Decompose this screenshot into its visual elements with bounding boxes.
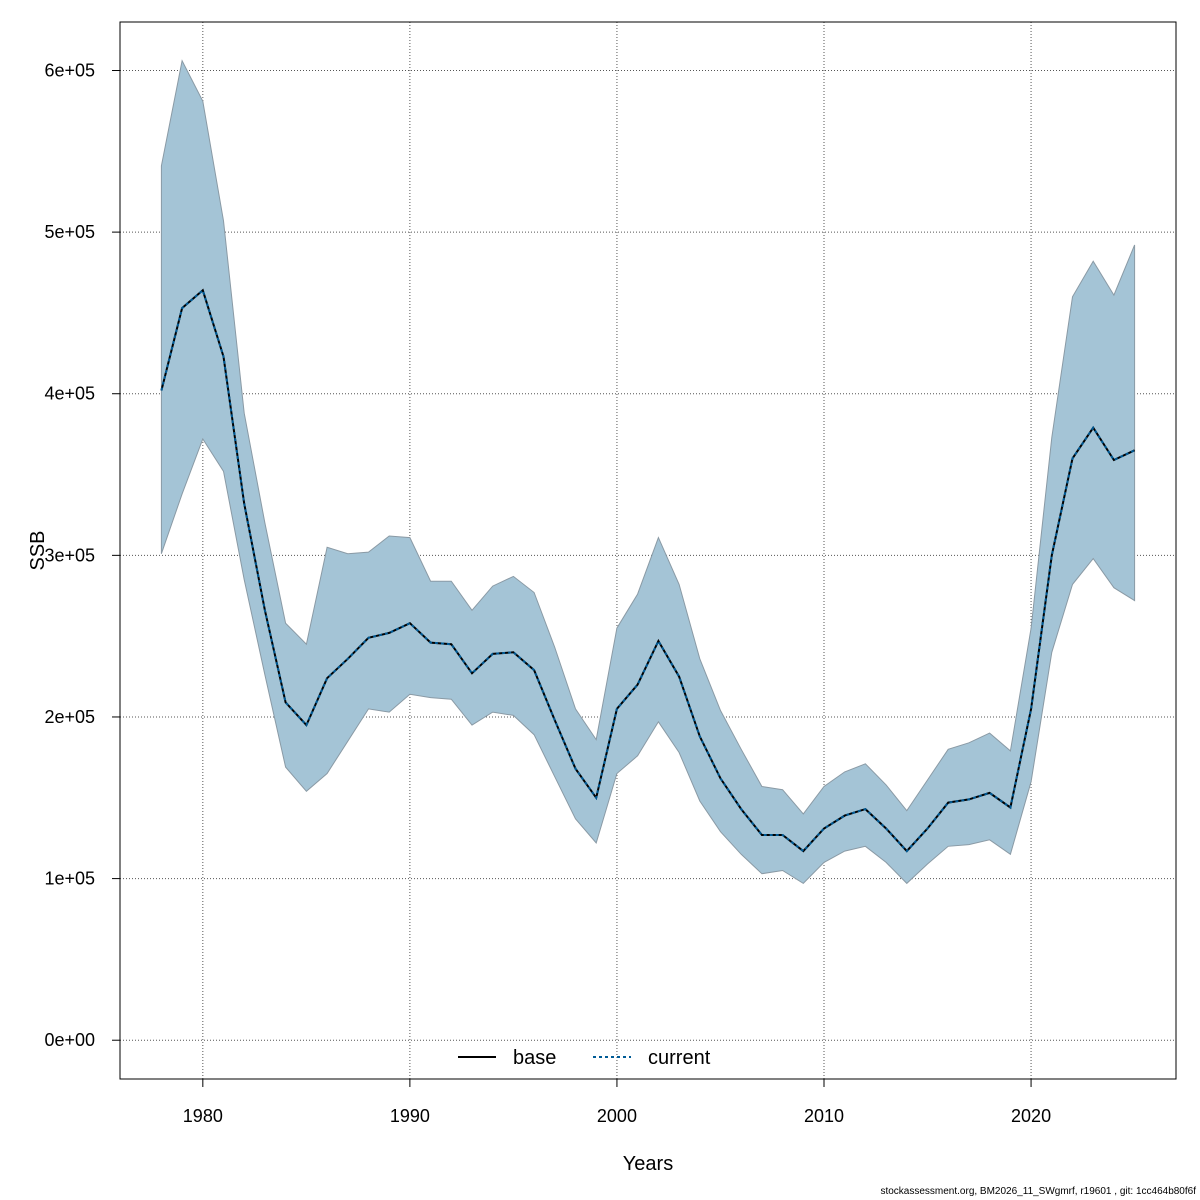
x-tick-label: 1980 [183, 1106, 223, 1126]
y-tick-label: 4e+05 [44, 384, 95, 404]
y-tick-label: 2e+05 [44, 707, 95, 727]
x-tick-label: 2020 [1011, 1106, 1051, 1126]
grid-lines [120, 22, 1176, 1079]
legend-label-base: base [513, 1047, 556, 1069]
y-tick-label: 0e+00 [44, 1030, 95, 1050]
confidence-band-layer [160, 59, 1136, 885]
x-tick-label: 2000 [597, 1106, 637, 1126]
series-line-current [160, 288, 1136, 853]
confidence-band [160, 59, 1136, 885]
legend: base current [458, 1047, 711, 1069]
y-axis-title: SSB [27, 530, 49, 570]
y-tick-label: 6e+05 [44, 60, 95, 80]
axes: 1980 1990 2000 2010 2020 0e+00 1e+05 2e+05 3e+05… [44, 60, 1051, 1126]
x-tick-label: 1990 [390, 1106, 430, 1126]
plot-frame [119, 21, 1177, 1080]
y-tick-label: 3e+05 [44, 545, 95, 565]
y-tick-label: 1e+05 [44, 869, 95, 889]
x-tick-label: 2010 [804, 1106, 844, 1126]
series-lines-layer [160, 288, 1136, 853]
y-tick-label: 5e+05 [44, 222, 95, 242]
footer-credit: stockassessment.org, BM2026_11_SWgmrf, r… [880, 1186, 1196, 1197]
x-axis-title: Years [623, 1153, 673, 1175]
legend-label-current: current [648, 1047, 711, 1069]
